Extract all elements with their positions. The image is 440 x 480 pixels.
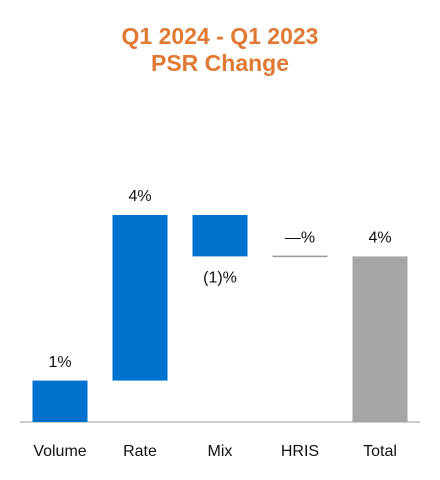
value-label: 4% — [128, 188, 151, 205]
bar — [112, 215, 168, 381]
x-tick-label: Rate — [123, 443, 157, 460]
bar — [352, 256, 408, 422]
value-label: (1)% — [203, 270, 237, 287]
chart-title: Q1 2024 - Q1 2023 — [122, 23, 319, 49]
x-tick-label: Volume — [33, 443, 86, 460]
value-label: 1% — [48, 354, 71, 371]
bar — [32, 380, 88, 422]
x-tick-label: Total — [363, 443, 397, 460]
chart-title: PSR Change — [151, 50, 289, 76]
x-tick-label: HRIS — [281, 443, 319, 460]
x-tick-label: Mix — [208, 443, 233, 460]
value-label: —% — [285, 230, 315, 247]
bar — [192, 215, 248, 257]
value-label: 4% — [368, 230, 391, 247]
